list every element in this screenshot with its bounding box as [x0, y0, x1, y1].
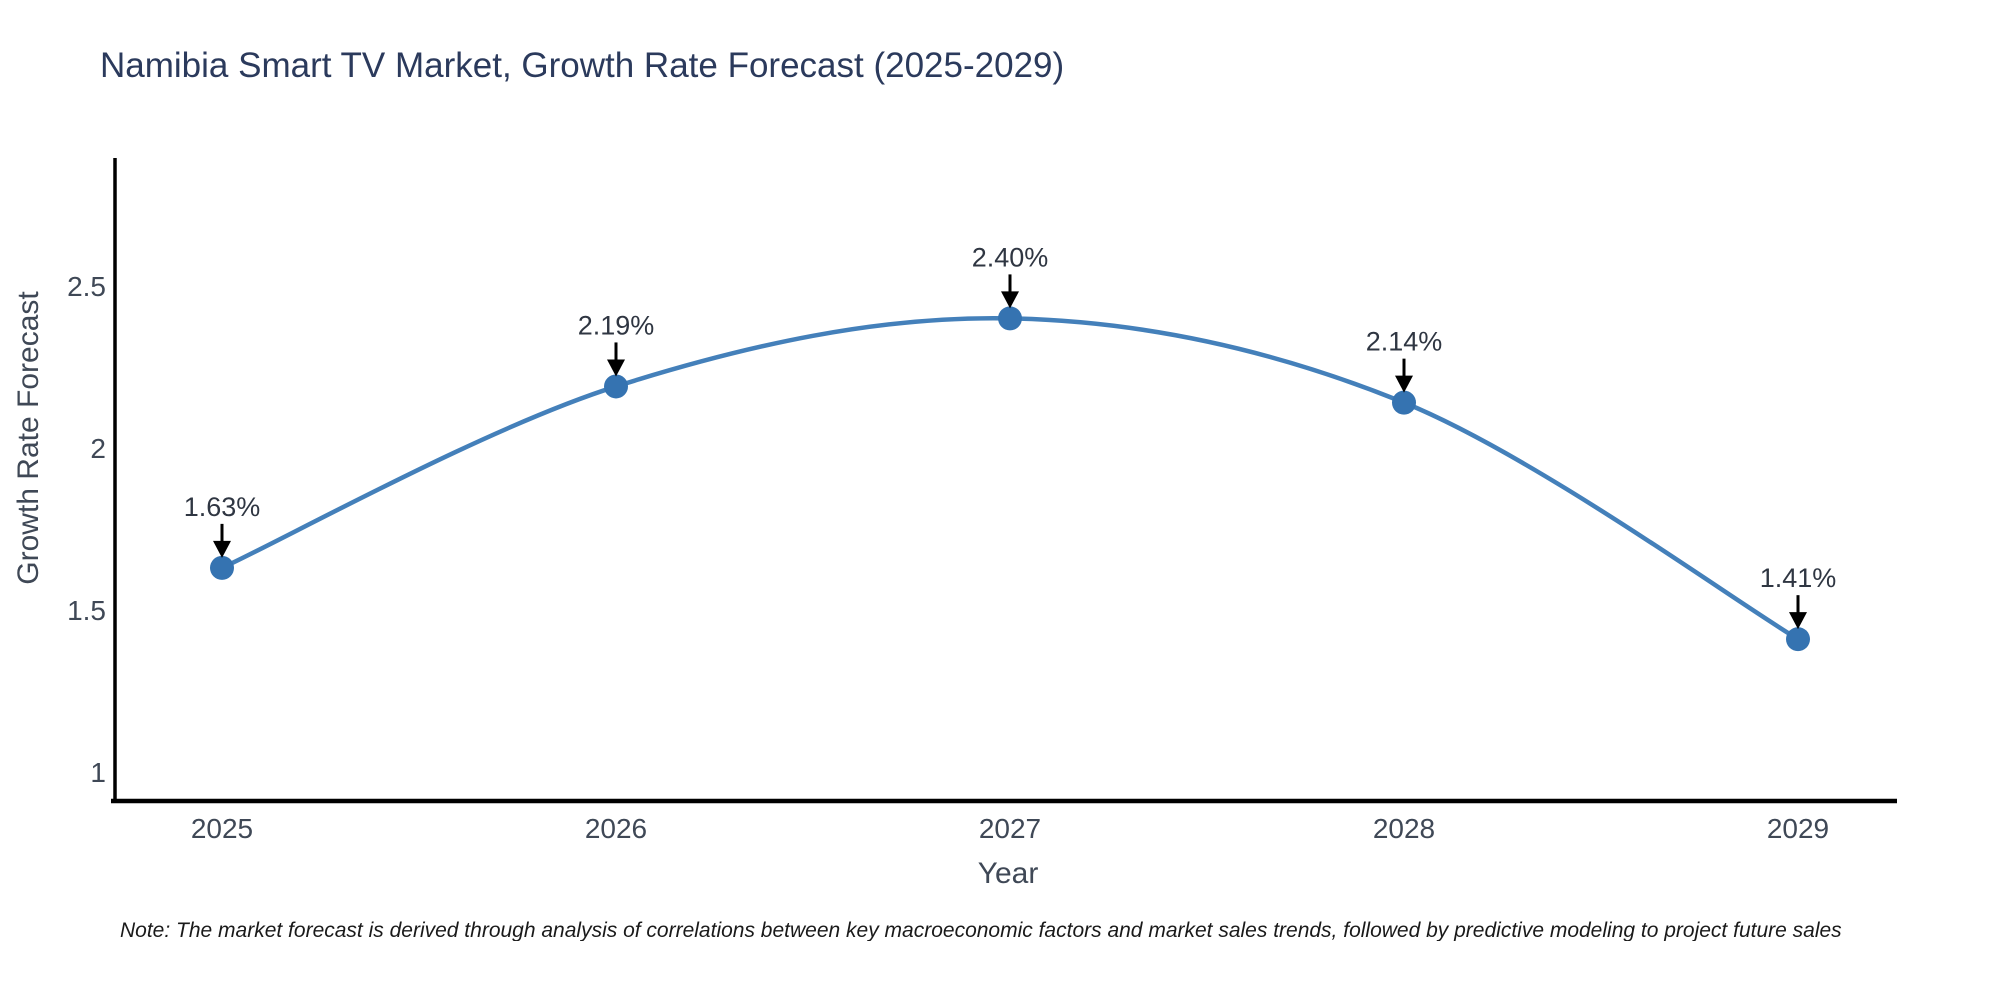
y-tick-label: 2.5	[67, 271, 106, 302]
data-point-marker	[604, 374, 628, 399]
x-tick-label: 2029	[1767, 813, 1829, 844]
y-tick-label: 1	[90, 757, 106, 788]
x-axis-title: Year	[978, 857, 1039, 890]
data-point-label: 2.14%	[1366, 327, 1443, 357]
annotation-arrow-head	[1789, 612, 1807, 630]
data-point-marker	[210, 555, 234, 580]
data-point-marker	[1392, 390, 1416, 415]
data-point-label: 2.40%	[972, 242, 1049, 272]
annotation-arrow-head	[1001, 291, 1019, 309]
data-point-label: 2.19%	[578, 310, 655, 340]
y-axis-title: Growth Rate Forecast	[12, 291, 45, 585]
note-text: Note: The market forecast is derived thr…	[120, 920, 1842, 941]
annotation-arrow-head	[1395, 375, 1413, 393]
data-point-marker	[1786, 627, 1810, 652]
annotation-arrow-head	[213, 540, 231, 558]
data-point-label: 1.41%	[1760, 563, 1837, 593]
x-tick-label: 2026	[585, 813, 647, 844]
data-point-label: 1.63%	[184, 492, 261, 522]
annotation-arrow-head	[607, 359, 625, 377]
x-tick-label: 2027	[979, 813, 1041, 844]
x-tick-label: 2028	[1373, 813, 1435, 844]
x-tick-label: 2025	[191, 813, 253, 844]
forecast-line-series	[219, 315, 1801, 642]
y-tick-label: 2	[90, 433, 106, 464]
y-tick-label: 1.5	[67, 595, 106, 626]
data-point-marker	[998, 306, 1022, 331]
chart-title: Namibia Smart TV Market, Growth Rate For…	[100, 46, 1065, 85]
